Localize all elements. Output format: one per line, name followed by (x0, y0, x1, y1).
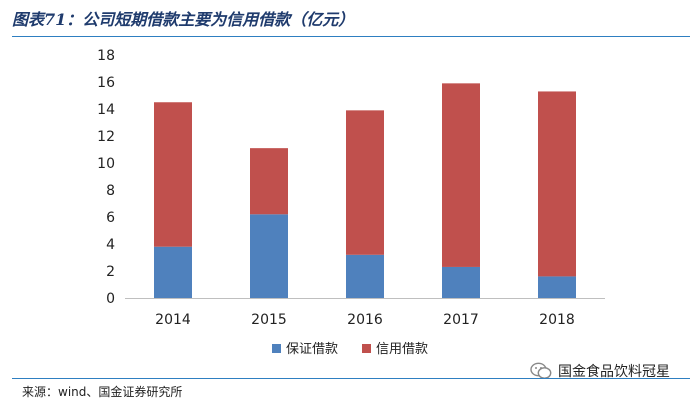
brand-name: 国金食品饮料冠星 (558, 364, 670, 380)
x-tick-label: 2015 (251, 312, 287, 328)
source-note: 来源：wind、国金证券研究所 (22, 385, 183, 399)
legend-label: 信用借款 (376, 342, 428, 357)
chart-title: 公司短期借款主要为信用借款（亿元） (82, 10, 355, 29)
bars (154, 83, 576, 298)
legend-swatch (362, 344, 371, 353)
y-tick-label: 14 (97, 102, 115, 118)
x-tick-label: 2017 (443, 312, 479, 328)
y-tick-label: 10 (97, 156, 115, 172)
bar-guaranteed-2016 (346, 254, 384, 298)
y-tick-label: 6 (106, 210, 115, 226)
figure-label: 图表71： (12, 10, 83, 29)
x-tick-label: 2014 (155, 312, 191, 328)
bar-credit-2017 (442, 83, 480, 267)
bar-guaranteed-2014 (154, 246, 192, 298)
figure-header: 图表71：公司短期借款主要为信用借款（亿元） (12, 6, 690, 36)
x-tick-label: 2016 (347, 312, 383, 328)
x-tick-label: 2018 (539, 312, 575, 328)
bar-credit-2015 (250, 148, 288, 215)
x-axis: 2014 2015 2016 2017 2018 (125, 298, 605, 328)
y-tick-label: 12 (97, 129, 115, 145)
legend-label: 保证借款 (286, 342, 338, 357)
bar-credit-2014 (154, 102, 192, 247)
stacked-bar-chart: 0 2 4 6 8 10 12 14 16 18 2014 2015 2016 2017 2018 保证借… (97, 48, 605, 357)
y-tick-label: 2 (106, 264, 115, 280)
y-tick-label: 16 (97, 75, 115, 91)
bar-credit-2016 (346, 110, 384, 255)
bar-guaranteed-2015 (250, 214, 288, 298)
y-tick-label: 4 (106, 237, 115, 253)
y-tick-label: 18 (97, 48, 115, 64)
brand: 国金食品饮料冠星 (530, 361, 670, 381)
y-tick-label: 8 (106, 183, 115, 199)
bar-guaranteed-2018 (538, 276, 576, 298)
footer-rule (12, 378, 690, 379)
bar-credit-2018 (538, 91, 576, 277)
bar-guaranteed-2017 (442, 266, 480, 298)
y-tick-label: 0 (106, 291, 115, 307)
y-axis: 0 2 4 6 8 10 12 14 16 18 (97, 48, 115, 307)
legend: 保证借款 信用借款 (272, 342, 428, 357)
header-rule (12, 36, 690, 37)
legend-swatch (272, 344, 281, 353)
